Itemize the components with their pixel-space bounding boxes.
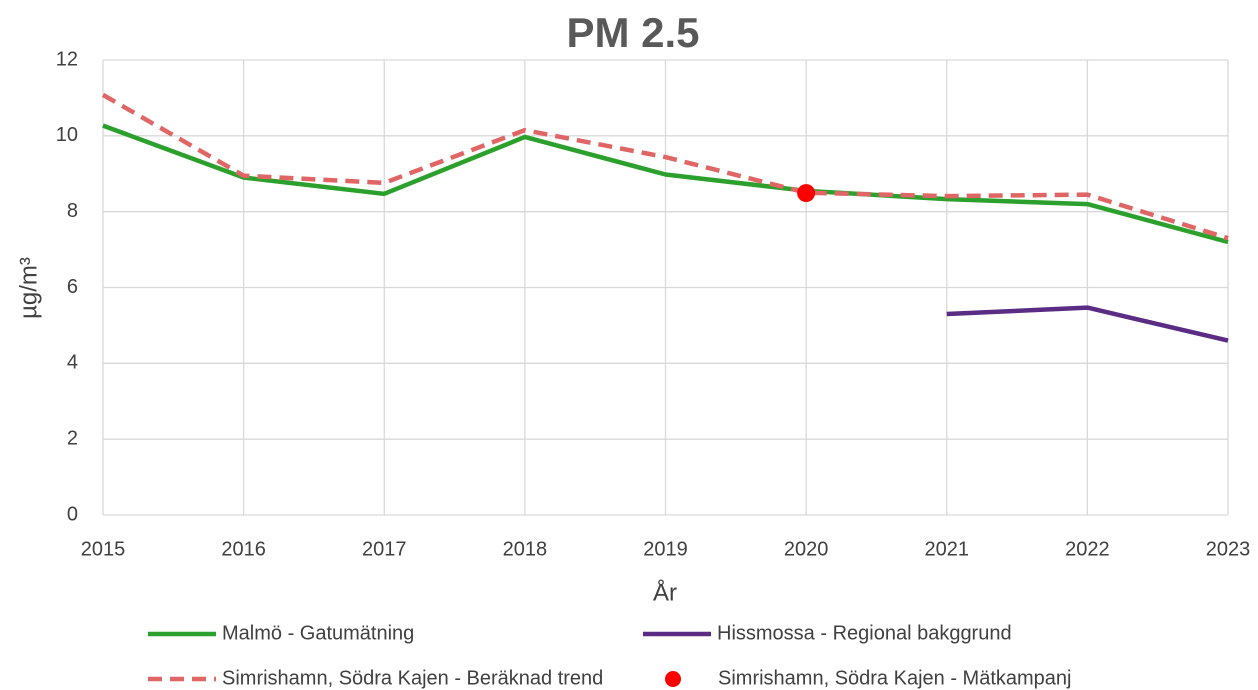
y-tick-label: 10 bbox=[56, 124, 78, 146]
y-tick-label: 12 bbox=[56, 48, 78, 70]
x-tick-label: 2015 bbox=[81, 538, 126, 560]
x-tick-label: 2021 bbox=[925, 538, 970, 560]
y-tick-label: 6 bbox=[67, 276, 78, 298]
y-tick-label: 4 bbox=[67, 352, 78, 374]
y-tick-label: 8 bbox=[67, 200, 78, 222]
x-tick-label: 2018 bbox=[503, 538, 548, 560]
x-tick-label: 2020 bbox=[784, 538, 829, 560]
data-point bbox=[797, 184, 816, 203]
data-line bbox=[101, 92, 1229, 241]
legend-label: Hissmossa - Regional bakggrund bbox=[717, 622, 1012, 644]
x-tick-label: 2016 bbox=[221, 538, 266, 560]
x-tick-label: 2019 bbox=[643, 538, 688, 560]
x-tick-label: 2023 bbox=[1206, 538, 1251, 560]
data-line bbox=[946, 305, 1229, 343]
legend-label: Simrishamn, Södra Kajen - Beräknad trend bbox=[222, 667, 603, 689]
chart-title: PM 2.5 bbox=[566, 9, 699, 56]
y-tick-label: 2 bbox=[67, 427, 78, 449]
y-axis-label: µg/m³ bbox=[15, 257, 42, 319]
y-tick-label: 0 bbox=[67, 503, 78, 525]
x-axis-label: År bbox=[653, 578, 677, 606]
legend-label: Malmö - Gatumätning bbox=[222, 622, 414, 644]
x-tick-label: 2022 bbox=[1065, 538, 1110, 560]
legend-label: Simrishamn, Södra Kajen - Mätkampanj bbox=[718, 667, 1071, 689]
legend-marker bbox=[665, 671, 681, 687]
data-line bbox=[102, 123, 1229, 245]
x-tick-label: 2017 bbox=[362, 538, 407, 560]
